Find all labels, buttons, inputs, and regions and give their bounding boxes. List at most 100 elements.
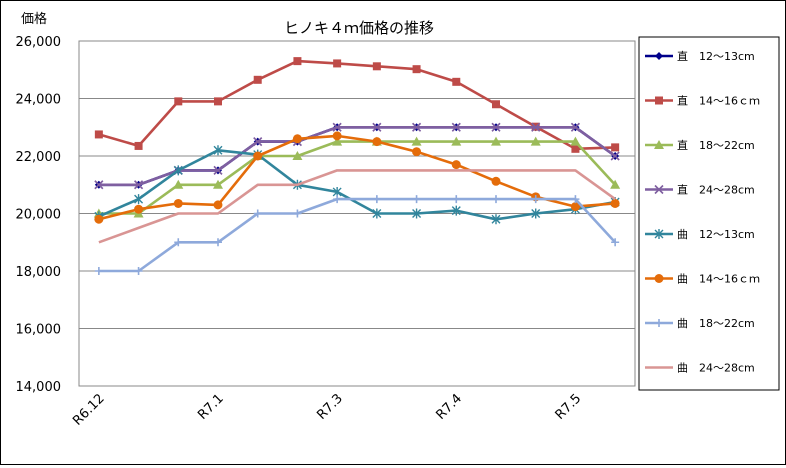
data-point [491,122,501,132]
series-5 [94,145,620,225]
legend-label: 直 12～13cm [677,49,755,63]
data-point [174,97,183,106]
data-point [491,176,501,186]
data-point [253,137,263,147]
data-point [611,238,620,247]
y-axis-title: 価格 [21,11,47,27]
data-point [332,131,342,141]
data-point [372,122,382,132]
data-point [571,144,580,153]
data-point [610,151,620,161]
data-point [452,195,461,204]
legend-marker [654,274,664,283]
data-point [372,62,381,71]
data-point [492,195,500,204]
data-point [214,97,222,106]
data-point [570,122,580,132]
series-line [98,149,616,221]
data-point [134,204,144,214]
data-point [492,100,500,109]
data-point [411,136,422,146]
data-point [293,57,302,66]
data-point [94,214,104,224]
legend-item: 直 14～16ｃｍ [645,94,760,108]
data-point [94,267,103,275]
chart-title: ヒノキ４ｍ価格の推移 [284,19,434,37]
data-point [213,179,223,189]
data-point [173,179,184,189]
data-point [452,77,461,86]
legend-label: 直 14～16ｃｍ [677,94,760,108]
legend-label: 曲 18～22cm [677,317,755,330]
legend-label: 直 24～28cm [677,183,755,197]
data-point [292,134,302,144]
data-point [134,141,143,150]
data-point [173,198,183,208]
data-point [570,136,581,146]
data-point [253,209,262,218]
series-line [98,197,617,273]
y-tick-label: 16,000 [16,323,62,338]
y-tick-label: 24,000 [16,93,62,108]
y-tick-label: 14,000 [16,380,62,395]
data-point [451,160,461,170]
legend-item: 直 24～28cm [645,183,755,197]
data-point [611,143,620,152]
data-point [372,195,381,204]
data-point [214,238,222,247]
data-point [372,208,382,219]
legend-marker [654,229,664,239]
y-axis-ticks: 14,000 16,000 18,000 20,000 22,000 24,000 26,0… [16,35,62,395]
data-point [333,195,342,204]
x-tick-label: R7.3 [314,391,346,423]
data-point [610,179,621,189]
x-tick-label: R6.12 [70,391,107,428]
series-line [98,140,617,215]
series-lines [93,57,621,275]
y-tick-label: 20,000 [16,208,62,223]
legend-item: 曲 24～28cm [645,362,755,375]
data-point [412,65,421,74]
data-point [531,208,541,219]
series-line [98,126,616,187]
series-8 [98,169,616,244]
series-line [98,59,616,151]
legend-marker [655,96,663,105]
data-point [412,122,422,132]
data-point [531,122,541,132]
x-tick-label: R7.4 [433,391,465,423]
y-tick-label: 18,000 [16,265,62,280]
data-point [570,202,580,212]
legend-marker [655,319,663,327]
series-7 [94,195,620,275]
legend-label: 直 18～22cm [677,138,755,152]
data-point [213,165,223,175]
data-point [412,208,422,219]
data-point [451,122,461,132]
legend-label: 曲 14～16ｃｍ [677,273,760,286]
y-tick-label: 26,000 [16,35,62,50]
data-point [253,75,262,84]
legend-item: 曲 14～16ｃｍ [645,273,760,286]
data-point [530,136,541,146]
series-6 [94,131,620,224]
plot-area-border [78,40,636,387]
legend-item: 曲 18～22cm [645,317,755,330]
x-axis-ticks: R6.12 R7.1 R7.3 R7.4 R7.5 [70,391,584,428]
data-point [292,151,303,160]
data-point [134,267,143,275]
legend-label: 曲 12～13cm [677,228,755,241]
data-point [412,195,421,204]
data-point [94,130,103,139]
data-point [372,137,382,147]
data-point [412,147,422,157]
data-point [451,205,461,216]
legend-marker [655,52,663,60]
data-point [332,136,343,146]
legend-item: 直 12～13cm [645,49,755,63]
legend-label: 曲 24～28cm [677,362,755,375]
data-point [253,151,263,161]
x-tick-label: R7.5 [553,391,585,423]
data-point [213,145,223,156]
